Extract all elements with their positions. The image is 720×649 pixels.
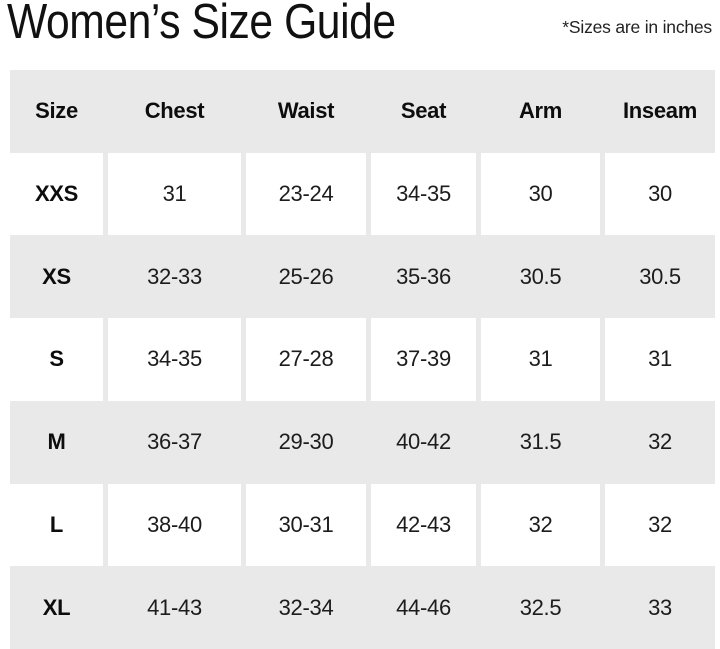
size-guide-table: Size Chest Waist Seat Arm Inseam XXS 31 23-24 34-… bbox=[10, 70, 715, 649]
size-cell: XXS bbox=[10, 152, 103, 236]
value-cell: 33 bbox=[648, 594, 672, 620]
header-cell-inseam: Inseam bbox=[622, 98, 698, 124]
table-row: XS 32-33 25-26 35-36 30.5 30.5 bbox=[10, 235, 715, 318]
header-cell-chest: Chest bbox=[144, 98, 205, 124]
header-cell-size: Size bbox=[35, 98, 78, 124]
value-cell: 42-43 bbox=[371, 483, 476, 567]
table-row: XL 41-43 32-34 44-46 32.5 33 bbox=[10, 566, 715, 649]
value-cell: 41-43 bbox=[147, 594, 202, 620]
header-row: Size Chest Waist Seat Arm Inseam bbox=[10, 70, 715, 153]
value-cell: 35-36 bbox=[396, 263, 451, 289]
size-cell: XS bbox=[42, 263, 71, 289]
value-cell: 36-37 bbox=[147, 429, 202, 455]
table-row: S 34-35 27-28 37-39 31 31 bbox=[10, 318, 715, 401]
value-cell: 30.5 bbox=[639, 263, 681, 289]
value-cell: 34-35 bbox=[371, 152, 476, 236]
value-cell: 32-34 bbox=[278, 594, 334, 620]
value-cell: 30-31 bbox=[246, 483, 366, 567]
value-cell: 32 bbox=[481, 483, 600, 567]
value-cell: 32-33 bbox=[147, 263, 202, 289]
page-title: Women’s Size Guide bbox=[7, 0, 396, 49]
value-cell: 30 bbox=[481, 152, 600, 236]
value-cell: 31 bbox=[605, 318, 715, 401]
units-note: *Sizes are in inches bbox=[562, 17, 712, 37]
header-cell-waist: Waist bbox=[277, 98, 335, 124]
value-cell: 37-39 bbox=[371, 318, 476, 401]
header-cell-arm: Arm bbox=[518, 98, 563, 124]
table-row: XXS 31 23-24 34-35 30 30 bbox=[10, 152, 715, 236]
value-cell: 30 bbox=[605, 152, 715, 236]
size-cell: M bbox=[47, 429, 66, 455]
size-cell: XL bbox=[42, 594, 71, 620]
value-cell: 29-30 bbox=[278, 429, 334, 455]
value-cell: 31 bbox=[108, 152, 241, 236]
value-cell: 38-40 bbox=[108, 483, 241, 567]
value-cell: 31.5 bbox=[519, 429, 562, 455]
value-cell: 32 bbox=[605, 483, 715, 567]
value-cell: 23-24 bbox=[246, 152, 366, 236]
value-cell: 32 bbox=[648, 429, 672, 455]
value-cell: 32.5 bbox=[519, 594, 562, 620]
table-row: L 38-40 30-31 42-43 32 32 bbox=[10, 483, 715, 567]
value-cell: 34-35 bbox=[108, 318, 241, 401]
value-cell: 30.5 bbox=[519, 263, 562, 289]
value-cell: 27-28 bbox=[246, 318, 366, 401]
size-cell: L bbox=[10, 483, 103, 567]
table-row: M 36-37 29-30 40-42 31.5 32 bbox=[10, 401, 715, 484]
header-cell-seat: Seat bbox=[400, 98, 447, 124]
size-cell: S bbox=[10, 318, 103, 401]
value-cell: 31 bbox=[481, 318, 600, 401]
value-cell: 25-26 bbox=[278, 263, 334, 289]
value-cell: 44-46 bbox=[396, 594, 451, 620]
value-cell: 40-42 bbox=[396, 429, 451, 455]
